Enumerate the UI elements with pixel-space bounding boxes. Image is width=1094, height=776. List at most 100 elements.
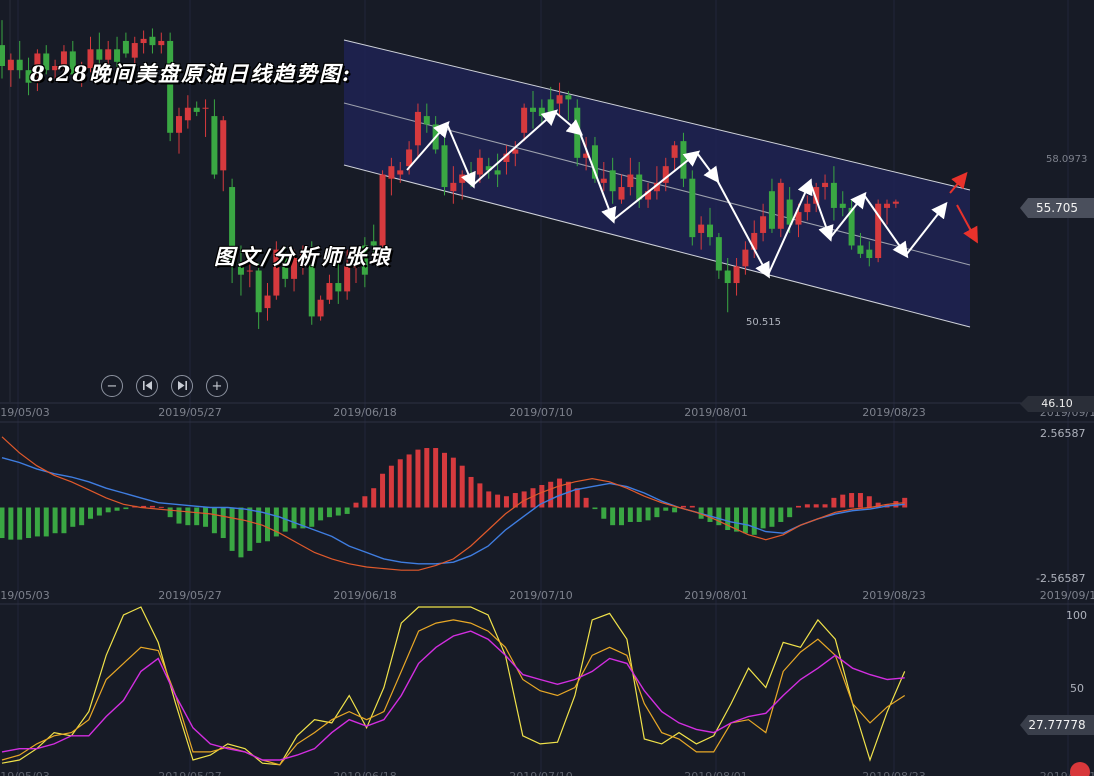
candle-body bbox=[299, 253, 306, 263]
macd-histogram-bar bbox=[689, 505, 695, 508]
candle-body bbox=[600, 178, 607, 183]
candle-body bbox=[114, 49, 121, 62]
macd-histogram-bar bbox=[291, 507, 297, 529]
macd-histogram-bar bbox=[176, 507, 182, 524]
macd-histogram-bar bbox=[309, 507, 315, 527]
macd-histogram-bar bbox=[0, 507, 5, 539]
macd-histogram-bar bbox=[149, 505, 155, 508]
macd-histogram-bar bbox=[539, 484, 545, 508]
candle-body bbox=[60, 51, 67, 66]
macd-histogram-bar bbox=[583, 497, 589, 508]
macd-histogram-bar bbox=[256, 507, 262, 543]
kdj-d-line bbox=[1, 606, 906, 766]
macd-histogram-bar bbox=[185, 507, 191, 526]
macd-histogram-bar bbox=[34, 507, 40, 537]
candle-body bbox=[822, 182, 829, 188]
trend-arrow bbox=[863, 194, 909, 259]
macd-histogram-bar bbox=[26, 507, 32, 539]
macd-histogram-bar bbox=[734, 507, 740, 532]
x-tick-label: 2019/06/18 bbox=[333, 406, 396, 419]
candle-body bbox=[255, 270, 262, 313]
zoom-in-button[interactable]: + bbox=[206, 375, 228, 397]
candle-body bbox=[397, 170, 404, 175]
macd-histogram-bar bbox=[79, 507, 85, 526]
macd-histogram-bar bbox=[574, 488, 580, 508]
macd-histogram-bar bbox=[52, 507, 58, 534]
trend-arrow bbox=[472, 109, 558, 186]
x-tick-label: 2019/09/1 bbox=[1040, 589, 1094, 602]
candle-body bbox=[521, 107, 528, 133]
macd-histogram-bar bbox=[680, 505, 686, 508]
macd-histogram-bar bbox=[406, 454, 412, 508]
x-tick-label-kdj: 2019/06/18 bbox=[333, 770, 396, 776]
macd-histogram-bar bbox=[158, 506, 164, 508]
macd-histogram-bar bbox=[654, 507, 660, 518]
macd-histogram-bar bbox=[96, 507, 102, 516]
minus-circle-icon: − bbox=[106, 379, 118, 394]
macd-histogram-bar bbox=[353, 502, 359, 508]
x-axis-ticks: 2019/05/03 2019/05/27 2019/06/18 2019/07/10… bbox=[0, 406, 1094, 776]
macd-histogram-bar bbox=[450, 457, 456, 508]
candle-body bbox=[777, 182, 784, 229]
macd-histogram-bar bbox=[725, 507, 731, 531]
candle-body bbox=[609, 170, 616, 192]
macd-histogram-bar bbox=[840, 494, 846, 508]
candle-body bbox=[556, 95, 563, 104]
candle-body bbox=[158, 40, 165, 46]
macd-histogram-bar bbox=[362, 496, 368, 508]
candle-body bbox=[503, 153, 510, 162]
macd-histogram-bar bbox=[875, 502, 881, 508]
macd-histogram-bar bbox=[300, 507, 306, 529]
candle-body bbox=[530, 107, 536, 112]
macd-histogram-bar bbox=[503, 496, 509, 508]
channel-upper-line bbox=[343, 39, 971, 191]
candle-body bbox=[43, 53, 50, 71]
x-tick-label: 2019/08/01 bbox=[684, 406, 747, 419]
macd-histogram-bar bbox=[220, 507, 226, 539]
plus-circle-icon: + bbox=[211, 379, 223, 394]
candle-body bbox=[627, 174, 634, 188]
macd-histogram-bar bbox=[645, 507, 651, 521]
macd-histogram-bar bbox=[273, 507, 279, 537]
candle-body bbox=[176, 116, 182, 133]
macd-histogram-bar bbox=[857, 493, 863, 508]
candle-body bbox=[184, 107, 191, 121]
macd-diff-line bbox=[1, 457, 905, 565]
macd-histogram-bar bbox=[893, 501, 899, 508]
macd-histogram-bar bbox=[619, 507, 624, 526]
zoom-out-button[interactable]: − bbox=[101, 375, 123, 397]
candle-body bbox=[512, 149, 519, 154]
prev-button[interactable] bbox=[136, 375, 158, 397]
candle-body bbox=[441, 145, 448, 188]
macd-histogram-bar bbox=[415, 449, 421, 508]
x-tick-label: 2019/05/27 bbox=[158, 406, 221, 419]
skip-forward-icon bbox=[177, 381, 187, 390]
trend-arrow bbox=[829, 191, 867, 239]
macd-histogram-bar bbox=[601, 507, 607, 519]
x-tick-label: 2019/05/03 bbox=[0, 406, 50, 419]
skip-back-icon bbox=[142, 381, 152, 390]
trend-arrow bbox=[696, 152, 720, 184]
candle-body bbox=[131, 43, 138, 58]
candle-body bbox=[414, 111, 421, 146]
macd-histogram-bar bbox=[831, 497, 837, 508]
next-button[interactable] bbox=[171, 375, 193, 397]
candle-body bbox=[591, 145, 598, 179]
macd-histogram-bar bbox=[388, 465, 394, 508]
candle-body bbox=[7, 59, 14, 71]
candle-body bbox=[273, 249, 280, 296]
trend-arrow bbox=[554, 111, 584, 136]
macd-histogram-bar bbox=[70, 507, 76, 527]
candle-body bbox=[698, 224, 705, 233]
kdj-current-tag: 27.77778 bbox=[1020, 715, 1094, 735]
candle-body bbox=[78, 68, 85, 75]
candle-body bbox=[167, 40, 174, 133]
candle-body bbox=[229, 187, 236, 267]
candle-body bbox=[830, 182, 837, 208]
candle-body bbox=[813, 187, 820, 204]
macd-histogram-bar bbox=[335, 507, 341, 516]
macd-histogram-bar bbox=[787, 507, 793, 518]
macd-histogram-bar bbox=[627, 507, 633, 522]
